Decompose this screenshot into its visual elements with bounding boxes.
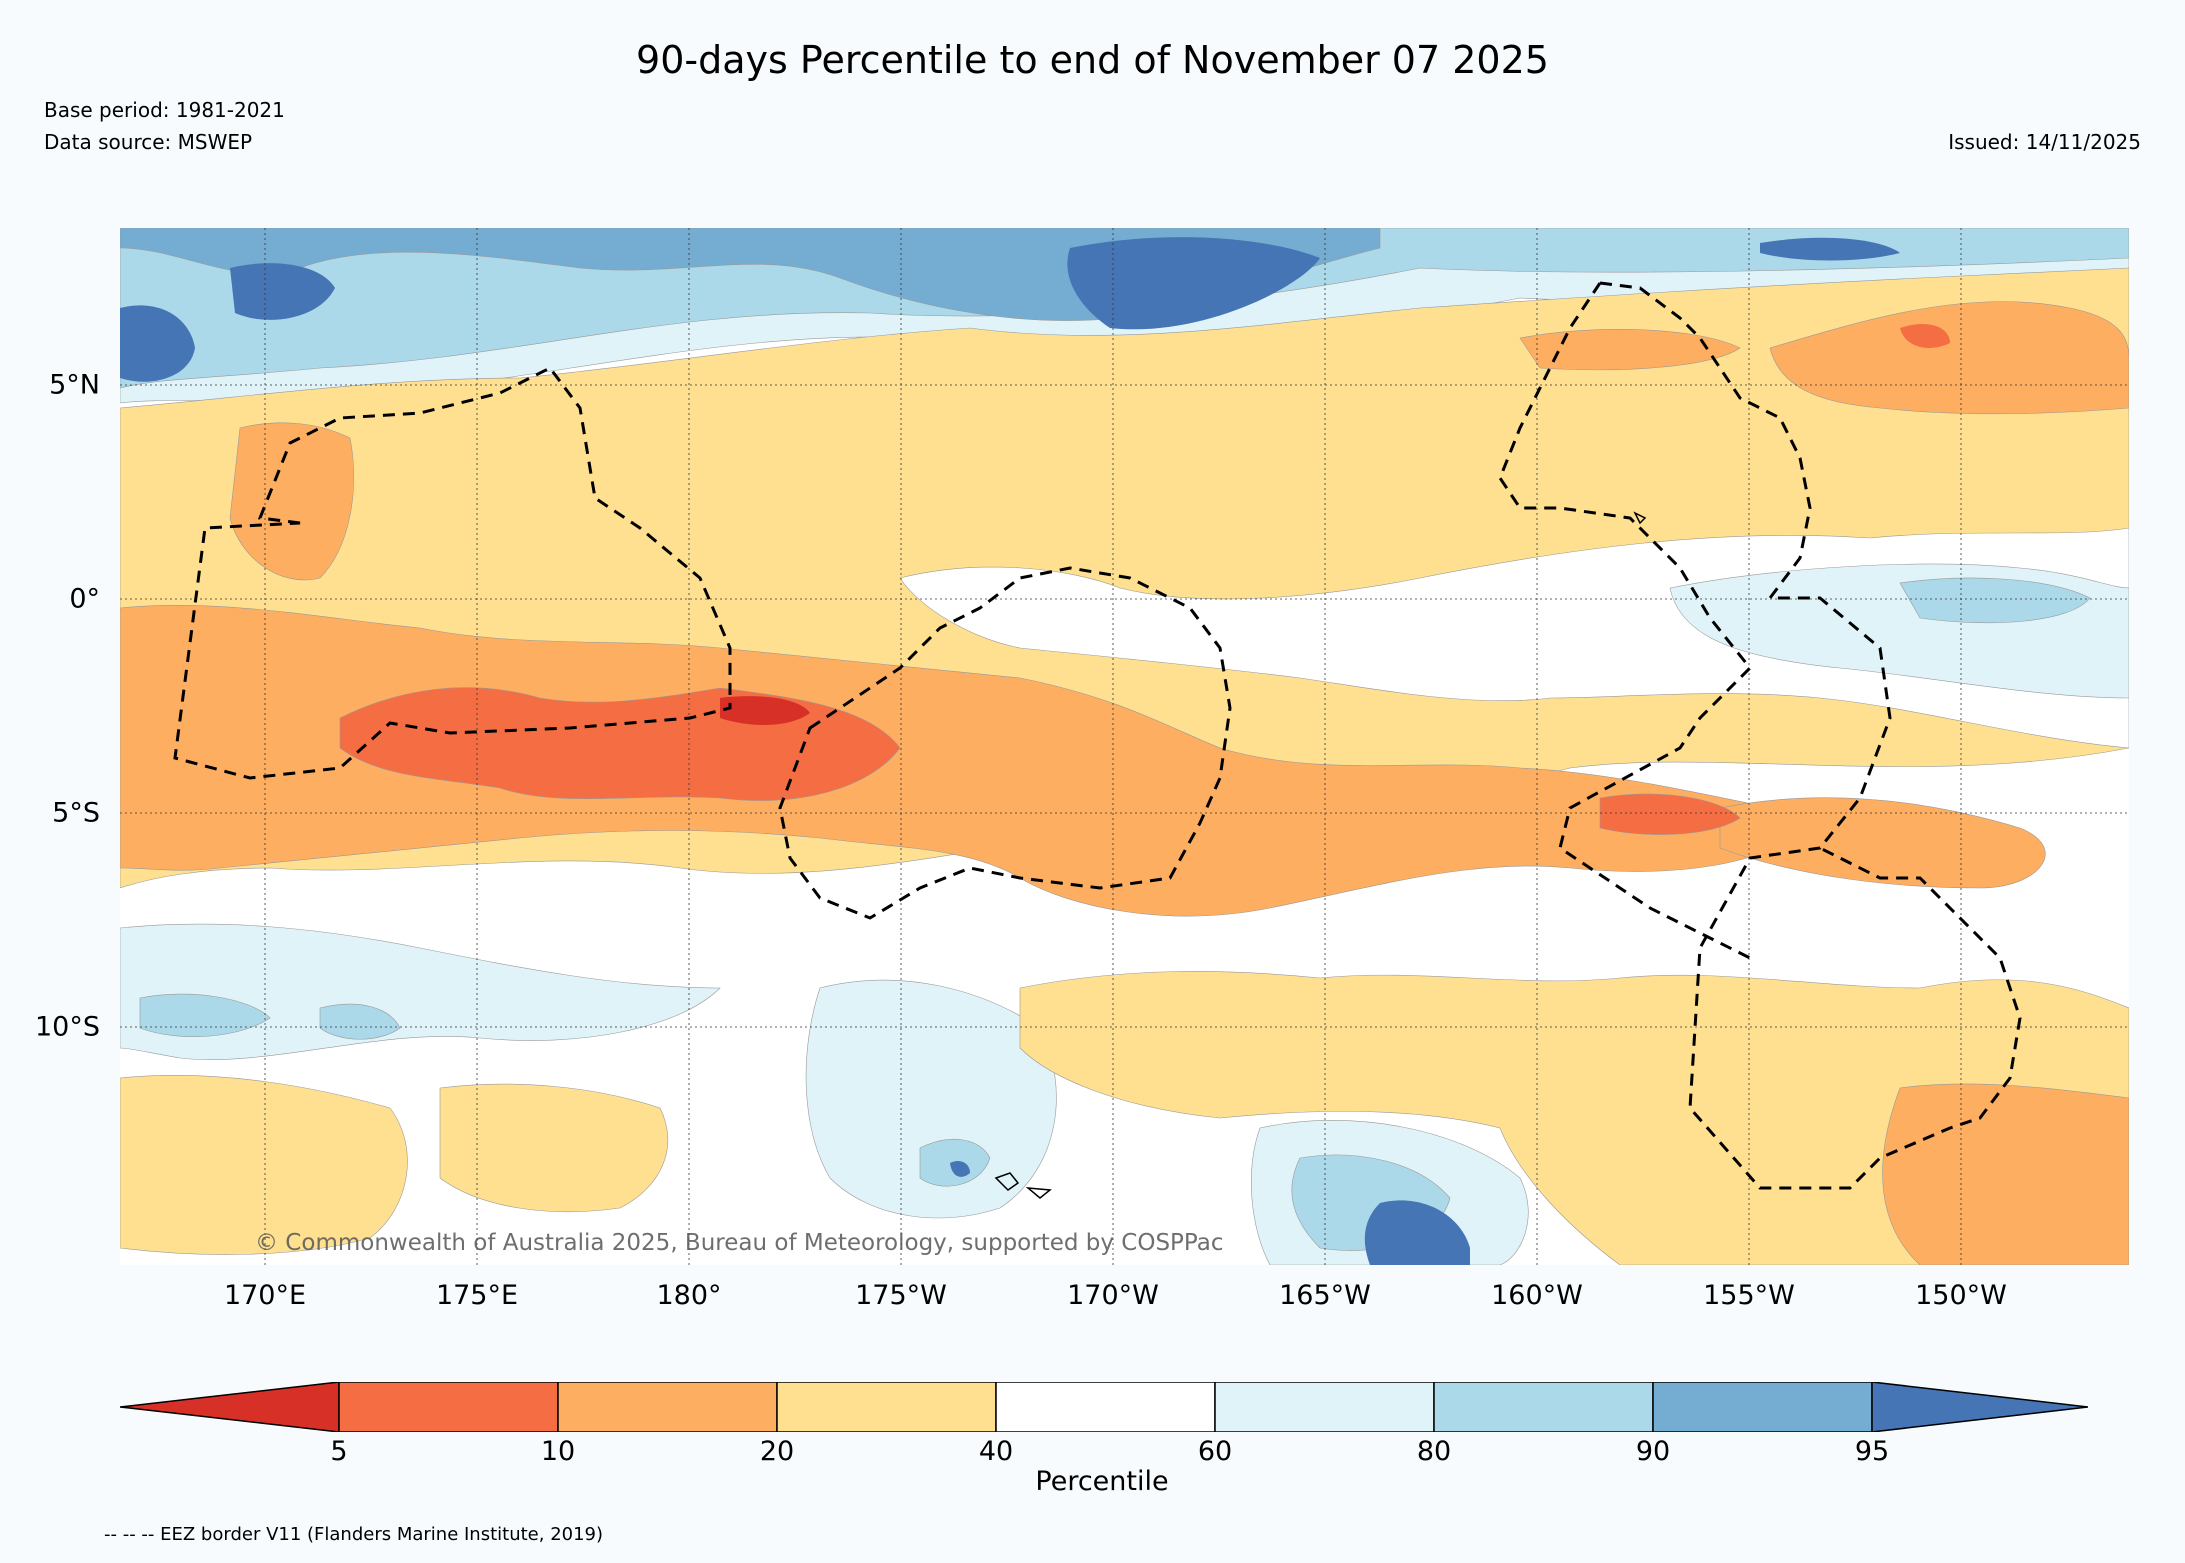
eez-footnote: -- -- -- EEZ border V11 (Flanders Marine… bbox=[104, 1524, 604, 1545]
y-tick: 10°S bbox=[35, 1011, 100, 1043]
x-tick: 180° bbox=[656, 1280, 722, 1311]
southwest-blue-patch bbox=[139, 993, 271, 1037]
north-orange-patch bbox=[1519, 328, 1741, 371]
x-tick: 170°W bbox=[1067, 1280, 1159, 1311]
northeast-orange-red-patch bbox=[1900, 323, 1950, 348]
base-period: Base period: 1981-2021 bbox=[44, 98, 285, 122]
south-yellow-patch bbox=[439, 1083, 669, 1212]
colorbar-5-10 bbox=[338, 1382, 559, 1432]
colorbar-tick: 10 bbox=[540, 1436, 576, 1467]
eez-border-west bbox=[173, 366, 732, 780]
islands bbox=[994, 511, 1647, 1199]
west-orange-patch bbox=[229, 422, 355, 581]
colorbar bbox=[120, 1382, 2088, 1432]
eez-border-east-inner bbox=[1498, 282, 1753, 960]
x-tick: 160°W bbox=[1491, 1280, 1583, 1311]
colorbar-tick: 90 bbox=[1635, 1436, 1671, 1467]
southwest-yellow-patch bbox=[120, 1075, 408, 1255]
y-tick: 5°S bbox=[52, 797, 100, 829]
island bbox=[1025, 1187, 1052, 1199]
colorbar-tick: 20 bbox=[759, 1436, 795, 1467]
x-tick: 155°W bbox=[1703, 1280, 1795, 1311]
north-dark-blue-patch bbox=[1760, 237, 1900, 261]
x-tick: 170°E bbox=[223, 1280, 307, 1311]
north-dark-blue-patch bbox=[120, 305, 195, 382]
eez-border-east bbox=[1599, 281, 2022, 1190]
north-dark-blue-patch bbox=[230, 263, 335, 320]
south-central-dark-patch bbox=[950, 1161, 970, 1177]
southeast-orange-patch bbox=[1719, 797, 2046, 889]
equatorial-blue-patch bbox=[1899, 577, 2091, 624]
southeast-dark-blue-patch bbox=[1364, 1200, 1470, 1265]
southwest-blue-patch bbox=[319, 1003, 401, 1040]
x-tick: 175°W bbox=[855, 1280, 947, 1311]
issued-date: Issued: 14/11/2025 bbox=[1948, 130, 2141, 154]
percentile-map: © Commonwealth of Australia 2025, Bureau… bbox=[120, 228, 2129, 1265]
colorbar-60-80 bbox=[1214, 1382, 1435, 1432]
island bbox=[1633, 511, 1647, 525]
island bbox=[994, 1172, 1020, 1191]
south-central-light-blue bbox=[805, 979, 1057, 1219]
east-orange-red-patch bbox=[1599, 793, 1741, 835]
colorbar-tick: 40 bbox=[978, 1436, 1014, 1467]
colorbar-80-90 bbox=[1433, 1382, 1654, 1432]
colorbar-10-20 bbox=[557, 1382, 778, 1432]
colorbar-tick: 5 bbox=[330, 1436, 348, 1467]
dark-red-core bbox=[720, 696, 810, 725]
southeast-orange-band bbox=[1882, 1083, 2129, 1265]
colorbar-tick: 95 bbox=[1854, 1436, 1890, 1467]
northeast-orange-patch bbox=[1769, 301, 2129, 415]
x-tick: 165°W bbox=[1279, 1280, 1371, 1311]
x-tick: 150°W bbox=[1915, 1280, 2007, 1311]
north-dark-blue-patch bbox=[1067, 237, 1320, 330]
colorbar-above-95 bbox=[1871, 1382, 2088, 1432]
colorbar-below-5 bbox=[120, 1382, 340, 1432]
x-tick: 175°E bbox=[435, 1280, 519, 1311]
data-source: Data source: MSWEP bbox=[44, 130, 253, 154]
colorbar-label: Percentile bbox=[1035, 1466, 1169, 1497]
copyright-text: © Commonwealth of Australia 2025, Bureau… bbox=[255, 1230, 1224, 1256]
colorbar-90-95 bbox=[1652, 1382, 1873, 1432]
y-tick: 0° bbox=[69, 583, 100, 615]
colorbar-40-60 bbox=[995, 1382, 1216, 1432]
colorbar-tick: 80 bbox=[1416, 1436, 1452, 1467]
y-tick: 5°N bbox=[49, 369, 100, 401]
colorbar-20-40 bbox=[776, 1382, 997, 1432]
eez-border-central bbox=[778, 566, 1232, 920]
eez-borders bbox=[173, 281, 2022, 1190]
southwest-light-blue-band bbox=[120, 923, 721, 1060]
colorbar-tick: 60 bbox=[1197, 1436, 1233, 1467]
chart-title: 90-days Percentile to end of November 07… bbox=[636, 38, 1549, 82]
